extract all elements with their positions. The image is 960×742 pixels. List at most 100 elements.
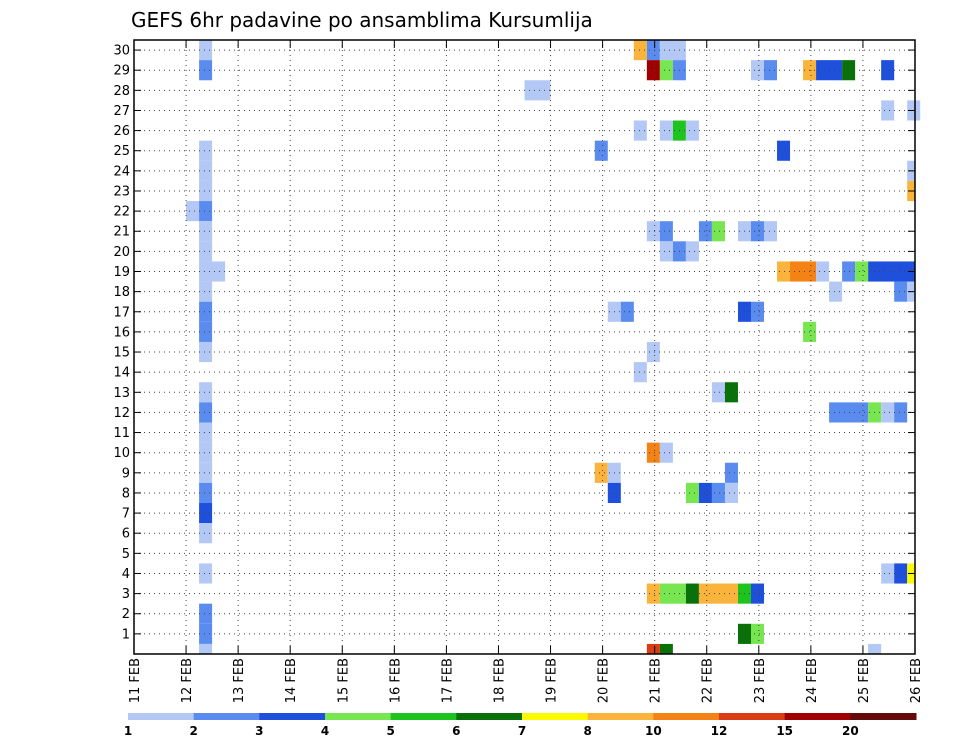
colorbar-swatch (259, 713, 326, 720)
precip-cell (724, 482, 738, 504)
precip-cell (881, 100, 895, 121)
precip-cell (186, 201, 200, 222)
x-tick-label: 26 FEB (909, 658, 924, 703)
x-tick-label: 16 FEB (388, 658, 403, 703)
colorbar-label: 3 (255, 724, 263, 738)
precip-cell (659, 221, 673, 242)
precip-cell (199, 60, 213, 81)
precip-cell (646, 643, 660, 654)
x-tick-label: 12 FEB (180, 658, 195, 703)
y-tick-label: 12 (113, 406, 130, 421)
colorbar-label: 8 (583, 724, 591, 738)
precip-cell (724, 462, 738, 483)
colorbar-swatch (719, 713, 786, 720)
x-tick-label: 18 FEB (492, 658, 507, 703)
precip-cell (659, 583, 686, 604)
precip-cell (633, 40, 647, 61)
colorbar-label: 4 (321, 724, 329, 738)
precip-cell (646, 442, 660, 463)
precip-cell (199, 201, 213, 222)
precip-cell (199, 140, 213, 161)
precip-cell (894, 281, 908, 302)
y-tick-label: 1 (122, 627, 130, 642)
precip-cell (842, 60, 856, 81)
precip-cell (829, 281, 843, 302)
y-tick-label: 15 (113, 346, 130, 361)
precip-cell (659, 60, 673, 81)
y-tick-label: 30 (113, 44, 130, 59)
precip-cell (698, 221, 712, 242)
colorbar-label: 7 (518, 724, 526, 738)
precip-cell (199, 482, 213, 504)
precip-cell (750, 301, 765, 322)
precip-cell (594, 462, 608, 483)
grid-lines (134, 40, 915, 654)
precip-cell (685, 482, 699, 504)
precip-cell (764, 60, 778, 81)
plot-frame (133, 39, 916, 655)
colorbar-swatch (325, 713, 392, 720)
precip-cell (659, 40, 686, 61)
precip-cell (199, 180, 213, 202)
precip-cell (633, 362, 647, 383)
precip-cell (199, 160, 213, 181)
precip-cell (199, 301, 213, 322)
y-tick-label: 10 (113, 446, 130, 461)
x-tick-label: 25 FEB (857, 658, 872, 703)
precip-cell (199, 221, 213, 242)
colorbar-label: 15 (776, 724, 793, 738)
y-tick-label: 16 (113, 325, 130, 340)
y-tick-label: 3 (122, 587, 130, 602)
precip-cell (685, 241, 699, 262)
colorbar-swatch (784, 713, 851, 720)
colorbar-swatch (522, 713, 589, 720)
precip-cell (724, 382, 738, 403)
precip-cell (816, 261, 830, 282)
y-axis: 1234567891011121314151617181920212223242… (113, 44, 915, 642)
precip-cell (659, 442, 673, 463)
precip-cell (750, 623, 765, 644)
y-tick-label: 25 (113, 144, 130, 159)
precip-cell (659, 120, 673, 141)
y-tick-label: 9 (122, 466, 130, 481)
precip-cell (685, 583, 699, 604)
precip-cell (199, 603, 213, 624)
precip-cell (659, 241, 673, 262)
precip-cell (894, 563, 908, 584)
y-tick-label: 28 (113, 84, 130, 99)
precip-cell (842, 261, 856, 282)
x-tick-label: 13 FEB (232, 658, 247, 703)
precip-cell (868, 643, 882, 654)
precip-cell (199, 442, 213, 463)
precip-cell (750, 60, 765, 81)
precip-cell (881, 60, 895, 81)
precip-cell (199, 341, 213, 363)
x-tick-label: 23 FEB (753, 658, 768, 703)
colorbar-swatch (850, 713, 917, 720)
precip-cell (777, 261, 791, 282)
x-tick-label: 21 FEB (649, 658, 664, 703)
colorbar-label: 5 (386, 724, 394, 738)
precip-cell (524, 80, 551, 101)
precip-cell (646, 221, 660, 242)
precip-cell (881, 563, 895, 584)
precip-cell (685, 120, 699, 141)
precip-cell (790, 261, 817, 282)
colorbar-label: 20 (842, 724, 859, 738)
precip-cell (646, 40, 660, 61)
precip-cell (698, 583, 738, 604)
y-tick-label: 6 (122, 527, 130, 542)
precip-cell (750, 583, 765, 604)
precip-cell (199, 422, 213, 443)
precip-cell (829, 402, 869, 423)
precip-cell (199, 281, 213, 302)
precip-cell (199, 40, 213, 61)
y-tick-label: 4 (122, 567, 130, 582)
colorbar-swatch (128, 713, 195, 720)
x-tick-label: 24 FEB (805, 658, 820, 703)
x-tick-label: 22 FEB (701, 658, 716, 703)
y-tick-label: 18 (113, 285, 130, 300)
precip-cell (711, 482, 725, 504)
y-tick-label: 19 (113, 265, 130, 280)
